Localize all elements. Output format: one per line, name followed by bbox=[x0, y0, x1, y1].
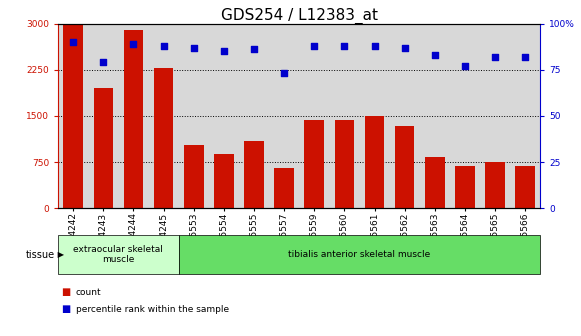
Bar bbox=[455, 166, 475, 208]
Point bbox=[249, 47, 259, 52]
Bar bbox=[124, 30, 144, 208]
Bar bbox=[244, 140, 264, 208]
Text: ■: ■ bbox=[61, 287, 70, 297]
Bar bbox=[395, 126, 414, 208]
Point bbox=[99, 60, 108, 65]
Bar bbox=[335, 120, 354, 208]
Bar bbox=[214, 154, 234, 208]
Bar bbox=[304, 120, 324, 208]
Text: extraocular skeletal
muscle: extraocular skeletal muscle bbox=[73, 245, 163, 264]
Bar bbox=[154, 69, 173, 208]
Bar bbox=[184, 145, 203, 208]
Point bbox=[460, 63, 469, 69]
Point bbox=[279, 71, 289, 76]
Point bbox=[189, 45, 198, 50]
Text: tibialis anterior skeletal muscle: tibialis anterior skeletal muscle bbox=[288, 250, 431, 259]
Bar bbox=[425, 157, 444, 208]
Text: tissue: tissue bbox=[26, 250, 55, 259]
Point bbox=[340, 43, 349, 48]
Point bbox=[159, 43, 168, 48]
Text: count: count bbox=[76, 288, 101, 297]
Point bbox=[69, 39, 78, 45]
Bar bbox=[63, 24, 83, 208]
Point bbox=[490, 54, 500, 59]
Point bbox=[430, 52, 439, 58]
Bar bbox=[365, 116, 385, 208]
Point bbox=[219, 49, 228, 54]
Text: ▶: ▶ bbox=[55, 250, 64, 259]
Point bbox=[400, 45, 410, 50]
Bar bbox=[274, 168, 294, 208]
Bar bbox=[94, 88, 113, 208]
Bar bbox=[485, 162, 505, 208]
Bar bbox=[515, 166, 535, 208]
Point bbox=[521, 54, 530, 59]
Text: percentile rank within the sample: percentile rank within the sample bbox=[76, 305, 229, 313]
Title: GDS254 / L12383_at: GDS254 / L12383_at bbox=[221, 7, 378, 24]
Point bbox=[310, 43, 319, 48]
Point bbox=[129, 41, 138, 46]
Point bbox=[370, 43, 379, 48]
Text: ■: ■ bbox=[61, 304, 70, 314]
